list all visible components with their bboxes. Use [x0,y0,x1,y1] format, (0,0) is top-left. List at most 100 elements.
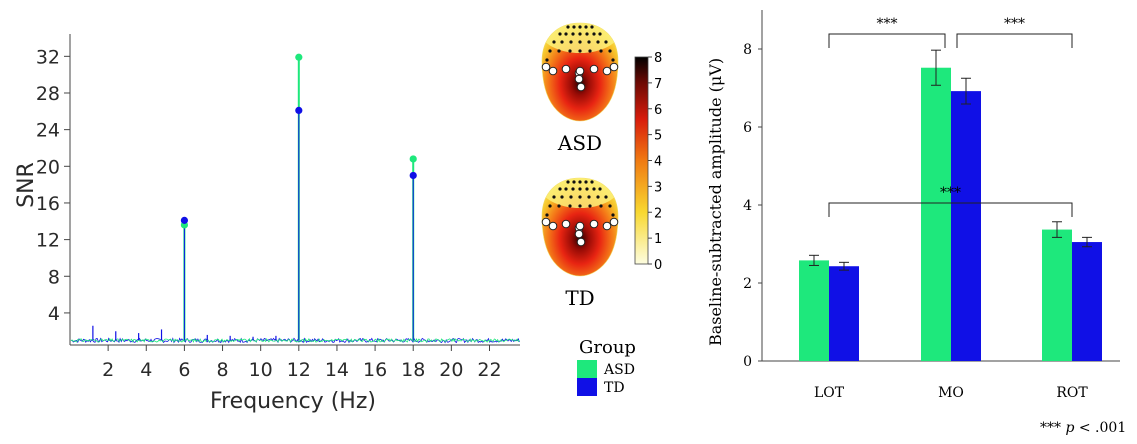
snr-noise-asd [70,337,520,343]
snr-y-tick-label: 28 [36,83,60,105]
snr-x-tick-label: 18 [401,359,425,381]
electrode-roi [589,64,599,74]
bar-y-tick-label: 2 [743,276,752,292]
electrode-roi [574,74,584,84]
colorbar-tick-label: 5 [654,129,662,144]
topomap-head-asd [541,22,619,122]
snr-x-tick-label: 2 [102,359,114,381]
significance-stars: *** [940,185,961,201]
electrode-dot [596,40,600,44]
bar-y-tick-label: 4 [743,198,752,214]
electrode-roi [609,217,619,227]
electrode-dot [588,49,592,53]
snr-y-tick-label: 4 [48,303,60,325]
electrode-roi [548,66,558,76]
colorbar-tick-label: 3 [654,180,662,195]
electrode-dot [569,40,573,44]
electrode-roi [561,219,571,229]
bar-category-label: ROT [1056,385,1088,401]
electrode-dot [564,187,568,191]
electrode-dot [598,32,602,36]
electrode-roi [576,237,586,247]
snr-x-axis-label: Frequency (Hz) [210,389,376,414]
snr-x-tick-label: 20 [439,359,463,381]
electrode-dot [599,49,603,53]
colorbar-tick-label: 8 [654,51,662,66]
topomap-label-td: TD [565,286,594,310]
electrode-dot [592,187,596,191]
snr-y-tick-label: 12 [36,230,60,252]
snr-x-tick-label: 16 [363,359,387,381]
electrode-dot [578,49,582,53]
electrode-dot [566,180,570,184]
electrode-dot [584,25,588,29]
bar-category-label: MO [938,385,964,401]
electrode-roi [589,219,599,229]
electrode-dot [588,204,592,208]
significance-bracket [828,202,1073,217]
electrode-roi [576,82,586,92]
electrode-roi [602,221,612,231]
colorbar-tick-label: 2 [654,206,662,221]
bar-asd [799,260,829,361]
bar-td [1072,242,1102,361]
electrode-dot [545,213,549,217]
electrode-dot [608,204,612,208]
electrode-dot [572,180,576,184]
electrode-dot [560,195,564,199]
electrode-dot [587,195,591,199]
electrode-dot [552,195,556,199]
snr-x-tick-label: 8 [216,359,228,381]
electrode-dot [604,195,608,199]
bar-asd [1042,229,1072,361]
electrode-dot [578,204,582,208]
electrode-roi [575,66,585,76]
electrode-dot [585,32,589,36]
snr-x-tick-label: 4 [140,359,152,381]
significance-bracket [956,33,1073,48]
electrode-roi [574,229,584,239]
significance-stars: *** [877,16,898,32]
colorbar-tick-label: 6 [654,103,662,118]
electrode-dot [564,32,568,36]
bar-y-axis-label: Baseline-subtracted amplitude (μV) [706,58,725,346]
electrode-dot [578,180,582,184]
snr-y-tick-label: 24 [36,120,60,142]
electrode-dot [568,49,572,53]
electrode-dot [558,187,562,191]
electrode-dot [560,40,564,44]
snr-x-tick-label: 14 [325,359,349,381]
electrode-dot [599,204,603,208]
electrode-dot [569,195,573,199]
snr-y-tick-label: 32 [36,46,60,68]
electrode-dot [585,187,589,191]
snr-peak-point-td [180,216,189,224]
electrode-dot [572,25,576,29]
electrode-dot [578,40,582,44]
electrode-dot [611,213,615,217]
bar-asd [921,67,951,361]
colorbar-tick-label: 7 [654,77,662,92]
electrode-dot [568,204,572,208]
snr-x-tick-label: 12 [287,359,311,381]
topomap-label-asd: ASD [557,131,602,155]
electrode-dot [548,49,552,53]
significance-bracket [828,33,946,48]
colorbar-tick-label: 1 [654,232,662,247]
bar-td [829,266,859,361]
electrode-dot [578,25,582,29]
amplitude-bar-chart: *** *** *** 0 2 4 6 8 LOT MO ROT Baseline-subtrac… [706,10,1120,401]
electrode-dot [571,187,575,191]
colorbar-tick-label: 0 [654,258,662,273]
bar-y-tick-label: 8 [743,42,752,58]
legend-title: Group [579,337,636,358]
snr-peak-point-td [409,171,417,180]
electrode-dot [587,40,591,44]
bar-y-tick-label: 0 [743,354,752,370]
electrode-roi [541,62,551,72]
legend-label-asd: ASD [603,362,635,378]
bar-td [951,91,981,362]
electrode-roi [602,66,612,76]
electrode-roi [548,221,558,231]
